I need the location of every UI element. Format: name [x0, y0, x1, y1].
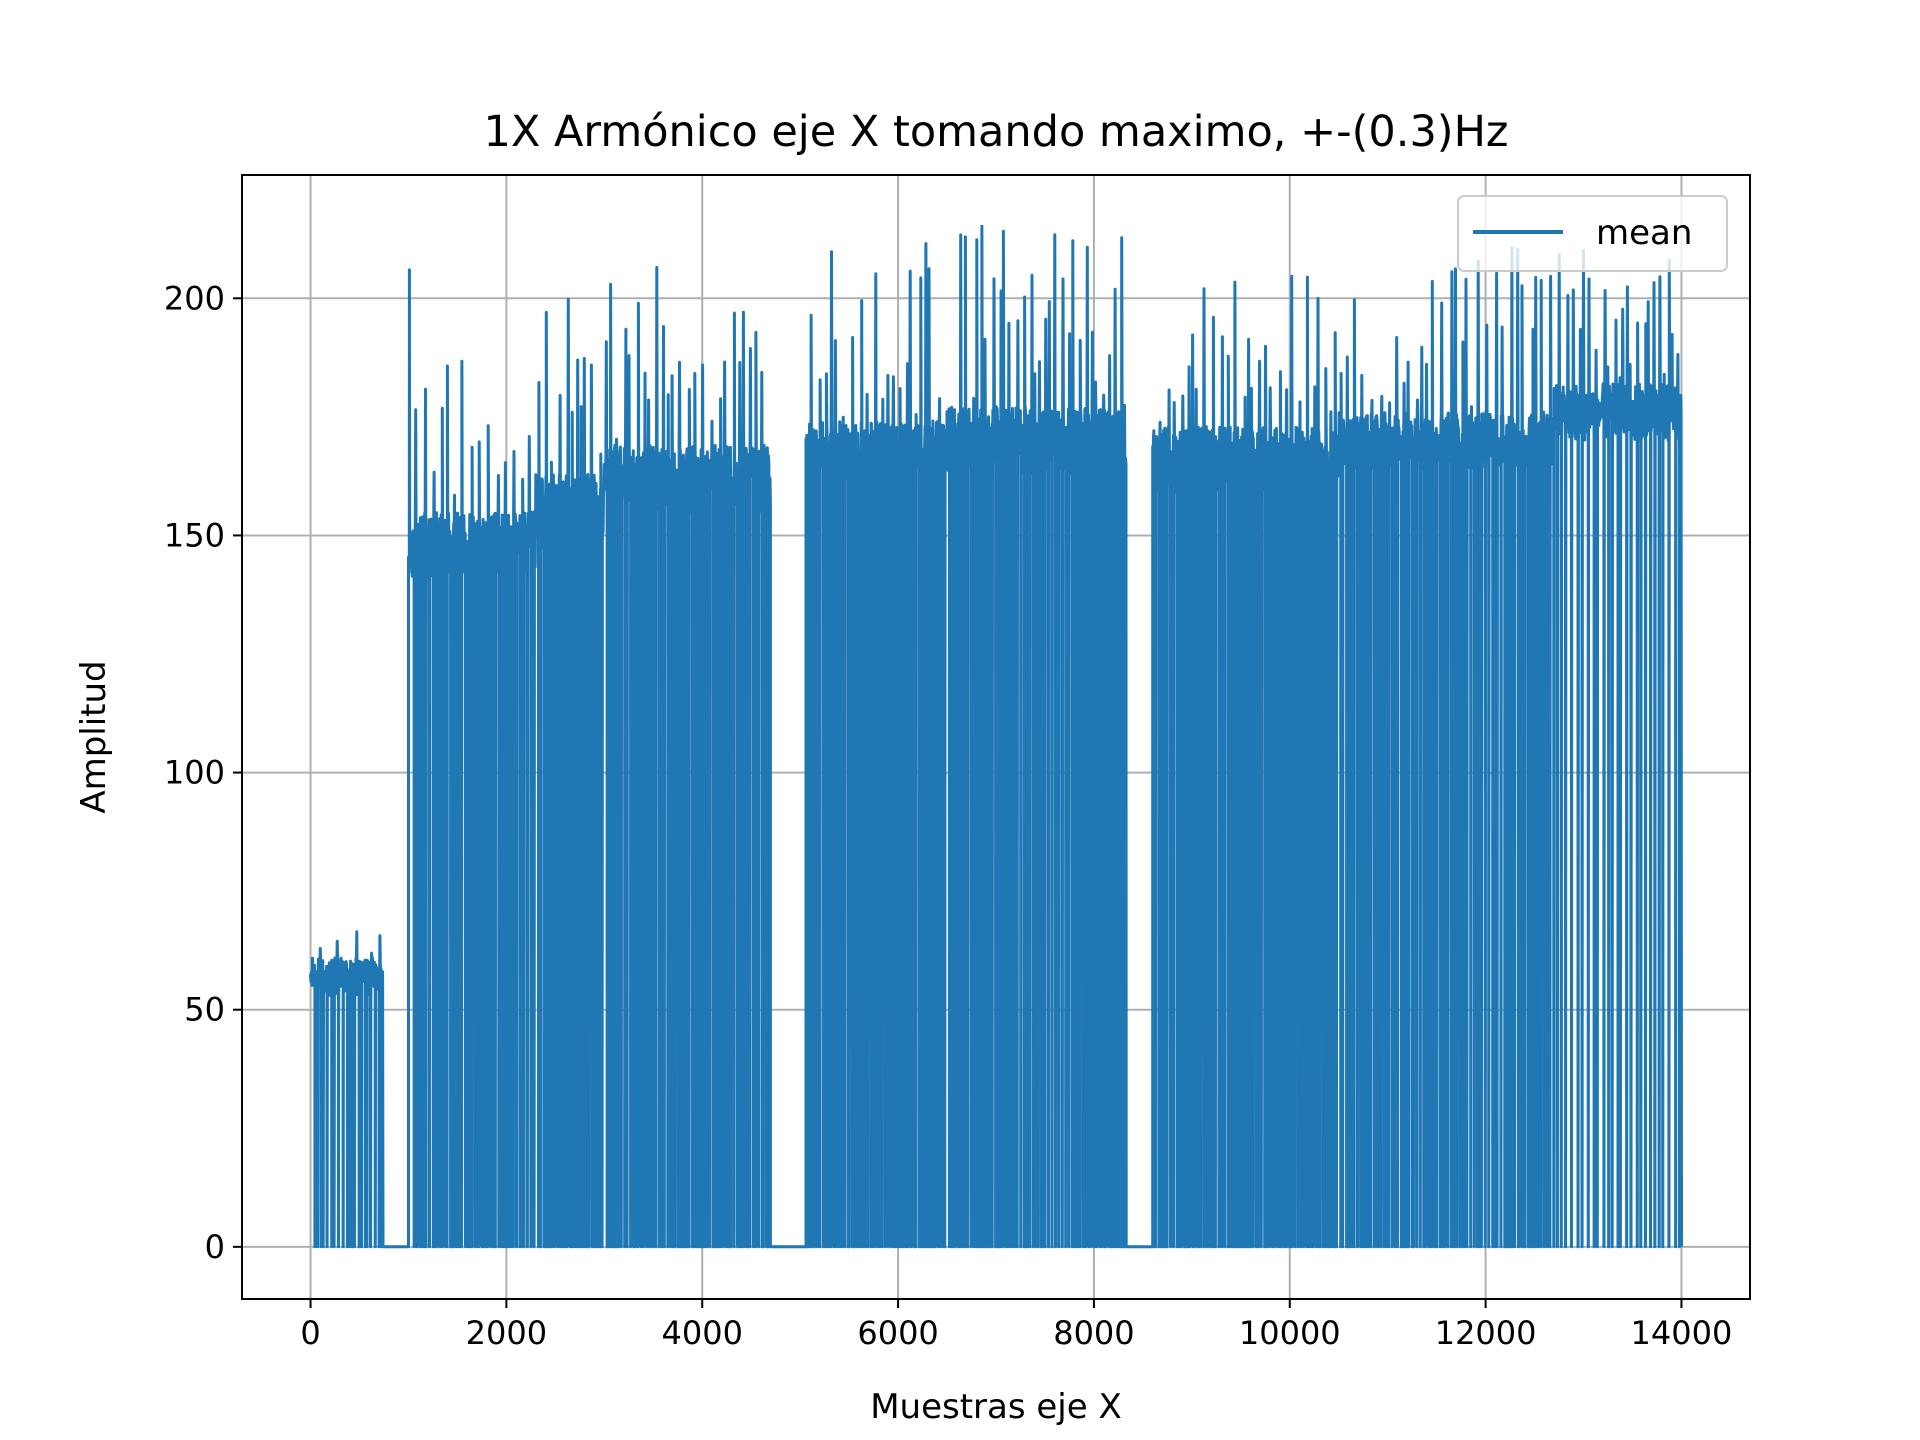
x-tick-label: 0 [300, 1314, 320, 1352]
y-tick-label: 0 [205, 1228, 225, 1266]
x-tick-label: 2000 [466, 1314, 547, 1352]
series-line-mean [309, 224, 1683, 1249]
x-tick-label: 12000 [1435, 1314, 1537, 1352]
legend[interactable]: mean [1457, 195, 1728, 272]
y-tick-label: 150 [164, 516, 225, 554]
x-tick-label: 8000 [1053, 1314, 1134, 1352]
legend-box [1457, 195, 1728, 272]
y-tick-label: 50 [184, 991, 225, 1029]
chart-title: 1X Armónico eje X tomando maximo, +-(0.3… [484, 107, 1509, 157]
plot-area [309, 224, 1683, 1249]
x-axis-label: Muestras eje X [870, 1387, 1122, 1427]
y-tick-label: 100 [164, 754, 225, 792]
legend-label-mean: mean [1596, 213, 1692, 253]
axes-frame [241, 174, 1751, 1300]
y-tick-label: 200 [164, 279, 225, 317]
axis-ticks: 0 2000 4000 6000 8000 10000 12000 14000 0 50 100 15… [164, 279, 1732, 1352]
y-axis-label: Amplitud [74, 660, 114, 813]
x-tick-label: 6000 [857, 1314, 938, 1352]
x-tick-label: 14000 [1631, 1314, 1733, 1352]
x-tick-label: 4000 [662, 1314, 743, 1352]
x-tick-label: 10000 [1239, 1314, 1341, 1352]
